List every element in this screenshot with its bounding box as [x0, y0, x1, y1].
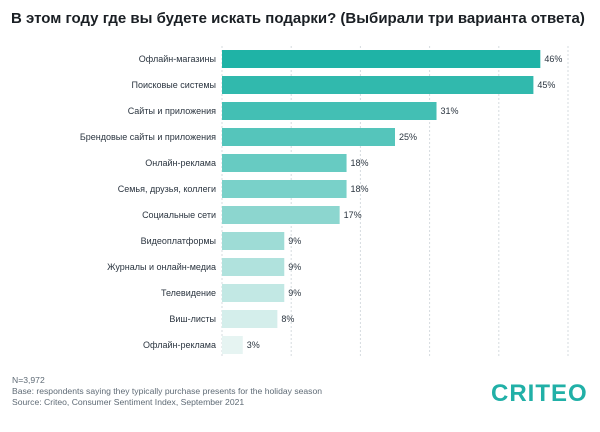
footnote-source: Source: Criteo, Consumer Sentiment Index… — [12, 397, 245, 407]
value-label: 18% — [351, 184, 369, 194]
chart-title: В этом году где вы будете искать подарки… — [11, 10, 585, 27]
bar — [222, 76, 534, 94]
bar — [222, 206, 340, 224]
value-label: 18% — [351, 158, 369, 168]
category-label: Журналы и онлайн-медиа — [107, 262, 216, 272]
value-label: 45% — [537, 80, 555, 90]
category-label: Видеоплатформы — [141, 236, 216, 246]
footnote-base: Base: respondents saying they typically … — [12, 386, 323, 396]
value-label: 46% — [544, 54, 562, 64]
bar — [222, 154, 347, 172]
category-label: Офлайн-реклама — [143, 340, 216, 350]
value-label: 9% — [288, 236, 301, 246]
value-label: 3% — [247, 340, 260, 350]
bar-chart: Офлайн-магазины 46% Поисковые системы 45% Са… — [80, 46, 569, 358]
criteo-logo: CRITEO — [491, 380, 588, 407]
category-label: Онлайн-реклама — [145, 158, 216, 168]
footnote-sample: N=3,972 — [12, 375, 45, 385]
category-label: Поисковые системы — [131, 80, 216, 90]
criteo-logo-text: CRITEO — [491, 380, 588, 407]
value-label: 9% — [288, 262, 301, 272]
bar — [222, 284, 285, 302]
bar — [222, 180, 347, 198]
category-label: Социальные сети — [142, 210, 216, 220]
value-label: 31% — [441, 106, 459, 116]
bar — [222, 232, 285, 250]
category-label: Семья, друзья, коллеги — [118, 184, 216, 194]
category-label: Телевидение — [161, 288, 216, 298]
value-label: 25% — [399, 132, 417, 142]
category-label: Офлайн-магазины — [139, 54, 216, 64]
bar — [222, 310, 278, 328]
bar — [222, 50, 541, 68]
category-label: Брендовые сайты и приложения — [80, 132, 216, 142]
bar — [222, 258, 285, 276]
value-label: 17% — [344, 210, 362, 220]
value-label: 9% — [288, 288, 301, 298]
value-label: 8% — [281, 314, 294, 324]
bar — [222, 336, 243, 354]
bar — [222, 128, 395, 146]
category-label: Сайты и приложения — [128, 106, 216, 116]
category-label: Виш-листы — [169, 314, 216, 324]
bar — [222, 102, 437, 120]
